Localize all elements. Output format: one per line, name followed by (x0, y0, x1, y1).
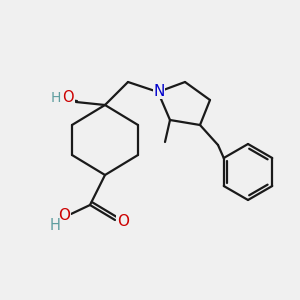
Text: H: H (51, 91, 61, 105)
Text: H: H (50, 218, 60, 233)
Text: O: O (58, 208, 70, 224)
Text: O: O (117, 214, 129, 229)
Text: O: O (62, 91, 74, 106)
Text: N: N (153, 83, 165, 98)
